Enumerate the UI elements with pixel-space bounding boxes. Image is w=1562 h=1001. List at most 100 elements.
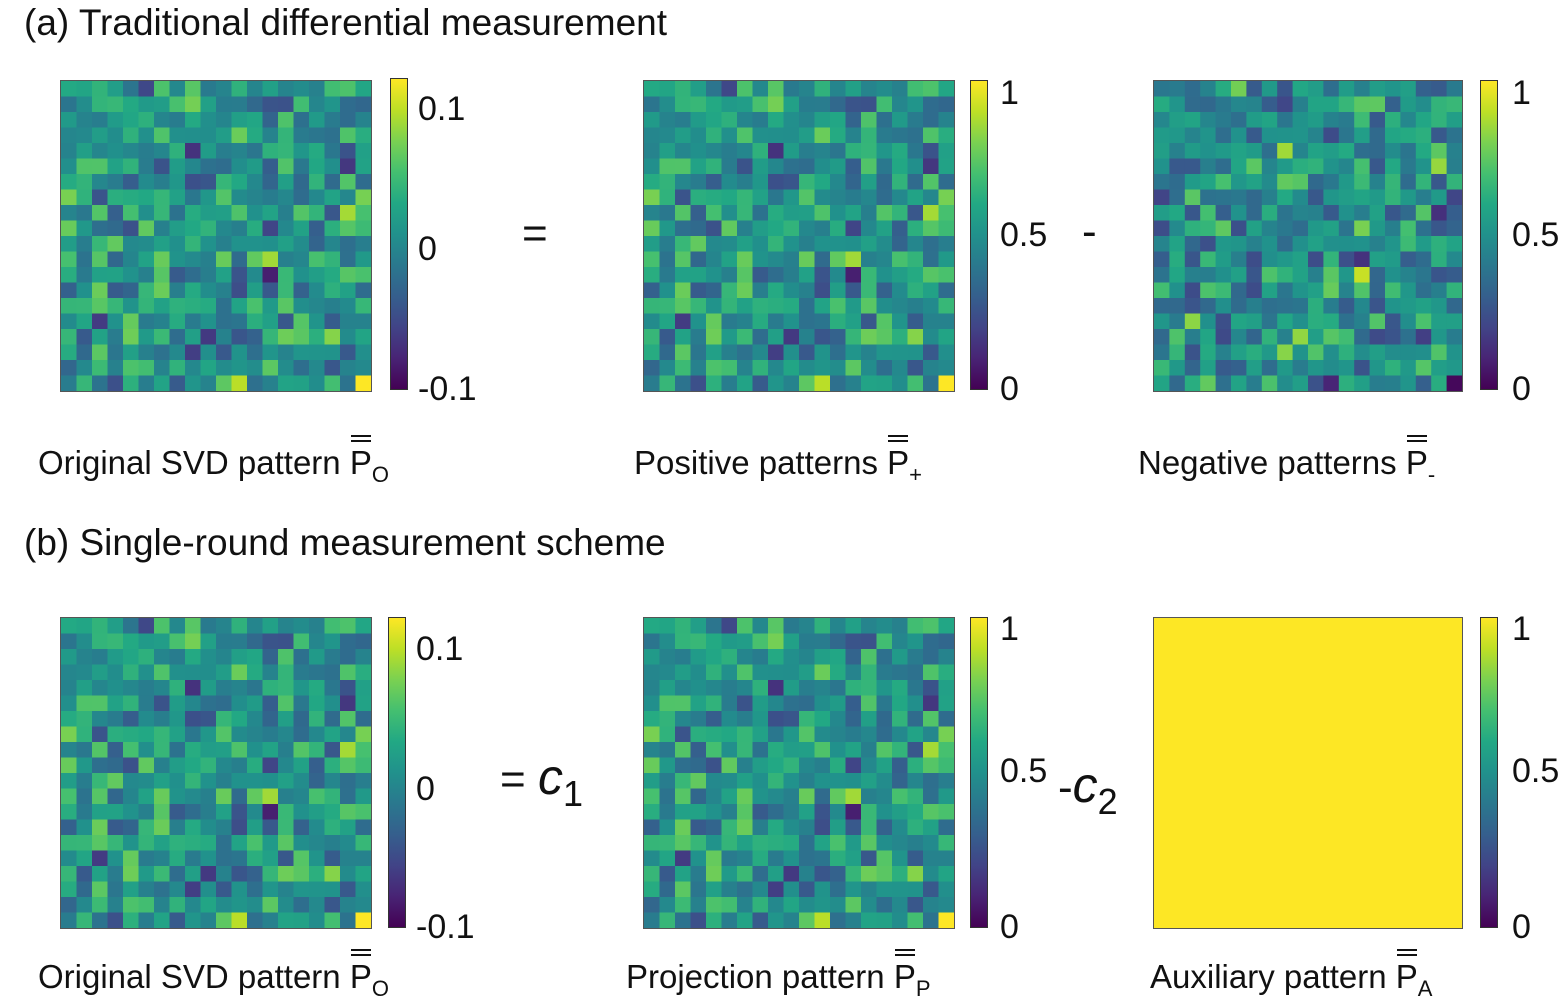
heatmap-cell [1261, 158, 1278, 175]
heatmap-cell [76, 220, 93, 237]
heatmap-cell [247, 189, 264, 206]
heatmap-cell [200, 344, 217, 361]
heatmap-cell [247, 664, 264, 681]
heatmap-cell [138, 143, 155, 160]
heatmap-cell [1246, 205, 1263, 222]
heatmap-cell [340, 158, 357, 175]
heatmap-cell [1292, 282, 1309, 299]
heatmap-cell [231, 205, 248, 222]
heatmap-cell [231, 282, 248, 299]
heatmap-cell [262, 912, 279, 928]
heatmap-cell [1415, 127, 1432, 144]
heatmap-cell [1415, 143, 1432, 160]
heatmap-cell [1292, 360, 1309, 377]
p-symbol: P [893, 949, 916, 995]
heatmap-cell [76, 189, 93, 206]
heatmap-cell [799, 773, 816, 790]
heatmap-cell [1323, 313, 1340, 330]
heatmap-cell [876, 633, 893, 650]
heatmap-cell [938, 819, 954, 836]
heatmap-cell [799, 189, 816, 206]
heatmap-cell [216, 804, 233, 821]
heatmap-cell [1184, 236, 1201, 253]
heatmap-cell [892, 804, 909, 821]
heatmap-cell [61, 633, 78, 650]
caption-text: Original SVD pattern [38, 958, 350, 995]
heatmap-cell [721, 236, 738, 253]
heatmap-cell [107, 850, 124, 867]
heatmap-cell [861, 127, 878, 144]
heatmap-cell [783, 251, 800, 268]
heatmap-cell [262, 298, 279, 315]
heatmap-cell [830, 850, 847, 867]
heatmap-cell [690, 220, 707, 237]
heatmap-cell [721, 267, 738, 284]
heatmap-cell [92, 695, 109, 712]
heatmap-cell [76, 205, 93, 222]
heatmap-cell [61, 174, 78, 191]
heatmap-cell [1215, 220, 1232, 237]
caption-subscript: A [1417, 976, 1433, 1001]
heatmap-cell [721, 850, 738, 867]
heatmap-cell [138, 251, 155, 268]
heatmap-cell [1215, 375, 1232, 391]
heatmap-cell [861, 313, 878, 330]
heatmap-cell [169, 695, 186, 712]
heatmap-cell [107, 236, 124, 253]
heatmap-cell [1277, 344, 1294, 361]
heatmap-cell [92, 881, 109, 898]
heatmap-cell [154, 220, 171, 237]
heatmap-cell [309, 819, 326, 836]
heatmap-cell [845, 835, 862, 852]
heatmap-cell [892, 375, 909, 391]
heatmap-cell [907, 158, 924, 175]
heatmap-cell [861, 664, 878, 681]
heatmap-cell [1446, 313, 1462, 330]
heatmap-cell [340, 251, 357, 268]
heatmap-cell [783, 174, 800, 191]
p-symbol: P [1395, 949, 1418, 995]
heatmap-cell [1446, 267, 1462, 284]
heatmap-cell [861, 143, 878, 160]
heatmap-cell [814, 788, 831, 805]
heatmap-cell [324, 127, 341, 144]
heatmap-cell [659, 835, 676, 852]
heatmap-cell [185, 298, 202, 315]
heatmap-cell [293, 298, 310, 315]
heatmap-cell [1308, 127, 1324, 144]
heatmap-cell [247, 819, 264, 836]
heatmap-cell [1415, 251, 1432, 268]
heatmap-cell [675, 220, 692, 237]
heatmap-cell [799, 866, 816, 883]
heatmap-cell [247, 618, 264, 635]
heatmap-cell [107, 174, 124, 191]
heatmap-cell [830, 819, 847, 836]
heatmap-cell [892, 649, 909, 666]
heatmap-cell [737, 251, 754, 268]
heatmap-cell [107, 788, 124, 805]
heatmap-cell [1446, 205, 1462, 222]
heatmap-cell [340, 329, 357, 346]
heatmap-cell [814, 143, 831, 160]
heatmap-cell [1338, 313, 1355, 330]
heatmap-cell [355, 695, 371, 712]
heatmap-cell [923, 329, 940, 346]
heatmap-cell [814, 298, 831, 315]
heatmap-cell [814, 344, 831, 361]
heatmap-cell [92, 711, 109, 728]
heatmap-cell [61, 757, 78, 774]
heatmap-cell [123, 711, 140, 728]
heatmap-cell [923, 375, 940, 391]
heatmap-cell [107, 205, 124, 222]
heatmap-cell [1400, 236, 1417, 253]
heatmap-cell [721, 726, 738, 743]
heatmap-cell [107, 726, 124, 743]
heatmap-cell [659, 649, 676, 666]
heatmap-cell [92, 267, 109, 284]
heatmap-cell [185, 158, 202, 175]
heatmap-cell [309, 649, 326, 666]
coefficient-c1-subscript: 1 [562, 773, 583, 814]
heatmap-cell [659, 804, 676, 821]
heatmap-cell [76, 618, 93, 635]
heatmap-cell [293, 726, 310, 743]
